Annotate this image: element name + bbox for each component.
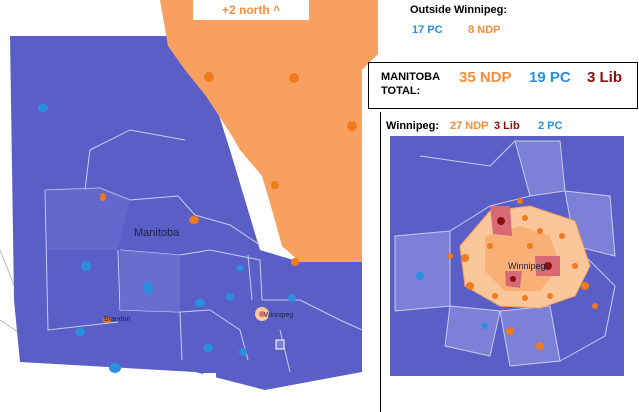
winnipeg-inset-label: Winnipeg xyxy=(508,261,546,271)
brandon-label: Brandon xyxy=(104,316,131,323)
winnipeg-title: Winnipeg: xyxy=(386,120,440,132)
winnipeg-lib-count: 3 Lib xyxy=(494,120,520,132)
winnipeg-small-label: Winnipeg xyxy=(264,312,293,319)
total-pc-count: 19 PC xyxy=(529,69,571,86)
outside-ndp-count: 8 NDP xyxy=(468,24,501,36)
winnipeg-pc-count: 2 PC xyxy=(538,120,563,132)
winnipeg-ndp-count: 27 NDP xyxy=(450,120,489,132)
north-seats-banner: +2 north ^ xyxy=(193,0,309,20)
ndp-north-region xyxy=(160,0,378,262)
outside-pc-count: 17 PC xyxy=(412,24,443,36)
winnipeg-inset-panel xyxy=(380,112,639,412)
manitoba-total-box: MANITOBA TOTAL: 35 NDP 19 PC 3 Lib xyxy=(368,62,638,109)
total-label-line2: TOTAL: xyxy=(381,85,421,97)
total-lib-count: 3 Lib xyxy=(587,69,623,86)
total-label-line1: MANITOBA xyxy=(381,71,441,83)
winnipeg-inset-map: Winnipeg xyxy=(390,136,624,376)
manitoba-label: Manitoba xyxy=(134,227,180,239)
manitoba-map: Manitoba Brandon Winnipeg xyxy=(0,0,378,390)
total-label: MANITOBA TOTAL: xyxy=(381,70,440,98)
outside-winnipeg-title: Outside Winnipeg: xyxy=(410,4,508,16)
total-ndp-count: 35 NDP xyxy=(459,69,512,86)
pc-region xyxy=(10,36,362,390)
